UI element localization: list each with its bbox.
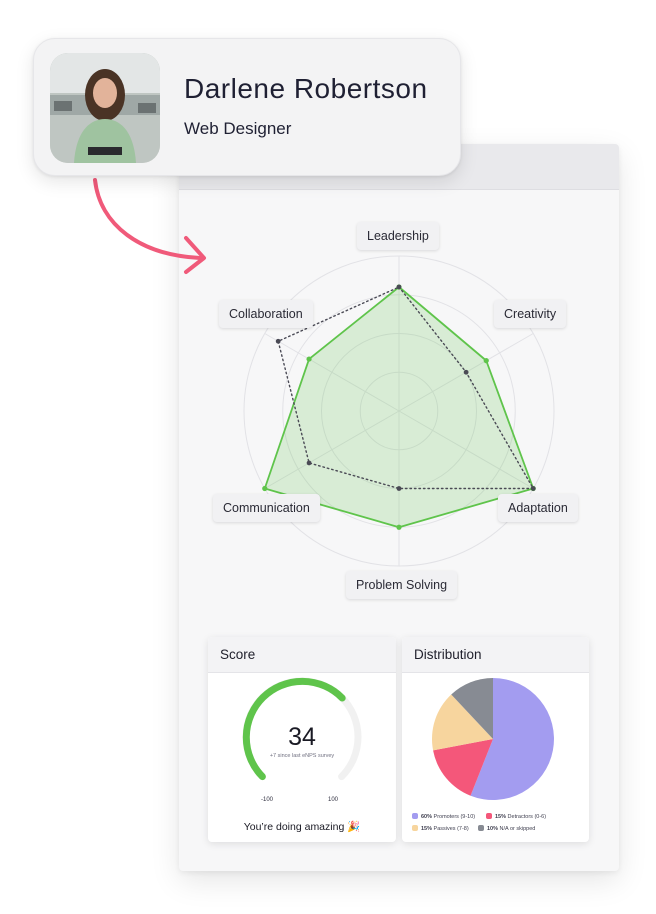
radar-point-1-1: [463, 369, 469, 375]
avatar: [50, 53, 160, 163]
pie-slice-1: [433, 739, 493, 796]
gauge-min-label: -100: [261, 797, 274, 803]
distribution-pie: [431, 678, 554, 800]
profile-card[interactable]: Darlene Robertson Web Designer: [33, 38, 461, 176]
radar-spoke-5: [264, 333, 400, 412]
legend-item-promoters: 60% Promoters (9-10): [412, 813, 475, 820]
gauge-message: You’re doing amazing 🎉: [208, 820, 396, 833]
score-card-title: Score: [208, 637, 396, 673]
radar-series: [262, 284, 536, 530]
legend-item-passives: 15% Passives (7-8): [412, 825, 469, 832]
arrow-curve: [93, 178, 202, 260]
axis-label-creativity: Creativity: [494, 300, 567, 328]
radar-point-0-1: [483, 358, 489, 364]
gauge-message-text: You’re doing amazing: [243, 821, 345, 833]
person-photo-icon: [50, 53, 160, 163]
legend-swatch: [412, 813, 418, 819]
distribution-card-title: Distribution: [402, 637, 589, 673]
score-card: Score 34 +7 since last eNPS survey -100 …: [208, 637, 396, 842]
axis-label-problem-solving: Problem Solving: [346, 571, 458, 599]
legend-swatch: [412, 825, 418, 831]
radar-point-1-3: [396, 486, 402, 491]
radar-spoke-4: [264, 410, 400, 489]
axis-label-leadership: Leadership: [357, 222, 439, 250]
pie-slice-3: [451, 678, 493, 739]
radar-point-0-4: [262, 485, 268, 492]
legend-swatch: [478, 825, 484, 831]
legend-item-na: 10% N/A or skipped: [478, 825, 535, 832]
legend-item-detractors: 15% Detractors (0-6): [486, 813, 546, 820]
pie-slice-2: [431, 694, 493, 751]
arrow-head: [184, 236, 206, 274]
axis-label-adaptation: Adaptation: [498, 494, 578, 522]
radar-point-0-3: [396, 524, 402, 530]
radar-point-1-4: [306, 460, 312, 466]
gauge-value: 34: [288, 723, 316, 751]
legend-swatch: [486, 813, 492, 819]
radar-point-1-5: [275, 338, 281, 344]
gauge-value-arc: [242, 677, 346, 781]
profile-name: Darlene Robertson: [184, 73, 428, 104]
gauge-max-label: 100: [328, 797, 339, 803]
axis-label-communication: Communication: [213, 494, 320, 522]
score-gauge: [242, 677, 362, 781]
radar-point-1-0: [396, 284, 402, 290]
pie-slice-0: [470, 678, 554, 800]
profile-role: Web Designer: [184, 119, 292, 138]
gauge-subtitle: +7 since last eNPS survey: [269, 753, 335, 759]
radar-spoke-2: [398, 410, 534, 489]
distribution-card: Distribution 60% Promoters (9-10) 15% De…: [402, 637, 589, 842]
party-popper-icon: 🎉: [347, 821, 361, 833]
axis-label-collaboration: Collaboration: [219, 300, 313, 328]
radar-point-0-5: [306, 356, 312, 362]
radar-point-1-2: [530, 486, 536, 491]
